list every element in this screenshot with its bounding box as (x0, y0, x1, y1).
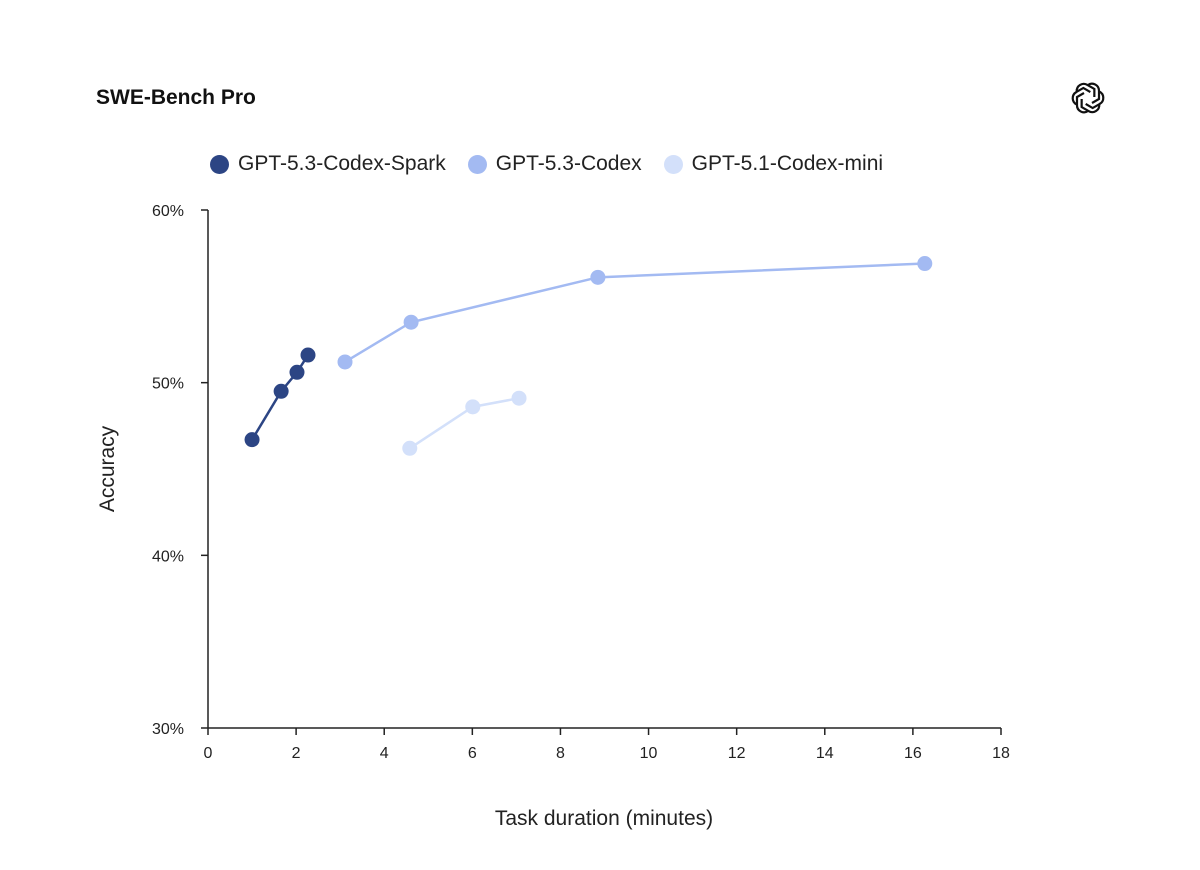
openai-logo-icon (1070, 80, 1106, 116)
legend-item-mini: GPT-5.1-Codex-mini (663, 152, 884, 176)
legend-marker (467, 154, 487, 174)
x-tick-label: 10 (640, 745, 658, 762)
y-tick-label: 30% (152, 721, 184, 738)
data-point (402, 440, 418, 456)
y-axis-label: Accuracy (96, 425, 119, 512)
x-tick-label: 12 (728, 745, 746, 762)
x-tick-label: 18 (992, 745, 1010, 762)
data-point (511, 390, 527, 406)
data-point (917, 256, 933, 272)
x-tick-label: 6 (468, 745, 477, 762)
data-point (300, 347, 316, 363)
x-tick-label: 14 (816, 745, 834, 762)
series-line-1 (344, 262, 925, 364)
y-tick-label: 50% (152, 376, 184, 393)
y-tick-label: 60% (152, 203, 184, 220)
legend-marker (663, 154, 683, 174)
y-tick-label: 40% (152, 548, 184, 565)
x-tick-label: 8 (556, 745, 565, 762)
legend-label: GPT-5.3-Codex (495, 152, 642, 175)
legend-item-codex: GPT-5.3-Codex (467, 152, 642, 176)
data-point (590, 269, 606, 285)
x-tick-label: 16 (904, 745, 922, 762)
data-point (403, 314, 419, 330)
x-axis-label: Task duration (minutes) (495, 807, 713, 830)
chart-title: SWE-Bench Pro (96, 86, 256, 109)
data-point (337, 354, 353, 370)
series-line-2 (409, 396, 520, 450)
data-point (273, 383, 289, 399)
legend-label: GPT-5.3-Codex-Spark (238, 152, 446, 175)
data-point (465, 399, 481, 415)
x-tick-label: 2 (292, 745, 301, 762)
legend-item-spark: GPT-5.3-Codex-Spark (210, 152, 446, 176)
x-tick-label: 0 (204, 745, 213, 762)
x-tick-label: 4 (380, 745, 389, 762)
data-point (244, 432, 260, 448)
legend-label: GPT-5.1-Codex-mini (691, 152, 884, 175)
legend-marker (210, 154, 229, 174)
series-line-0 (250, 354, 310, 441)
legend: GPT-5.3-Codex-Spark GPT-5.3-Codex GPT-5.… (210, 152, 883, 176)
data-point (289, 364, 305, 380)
